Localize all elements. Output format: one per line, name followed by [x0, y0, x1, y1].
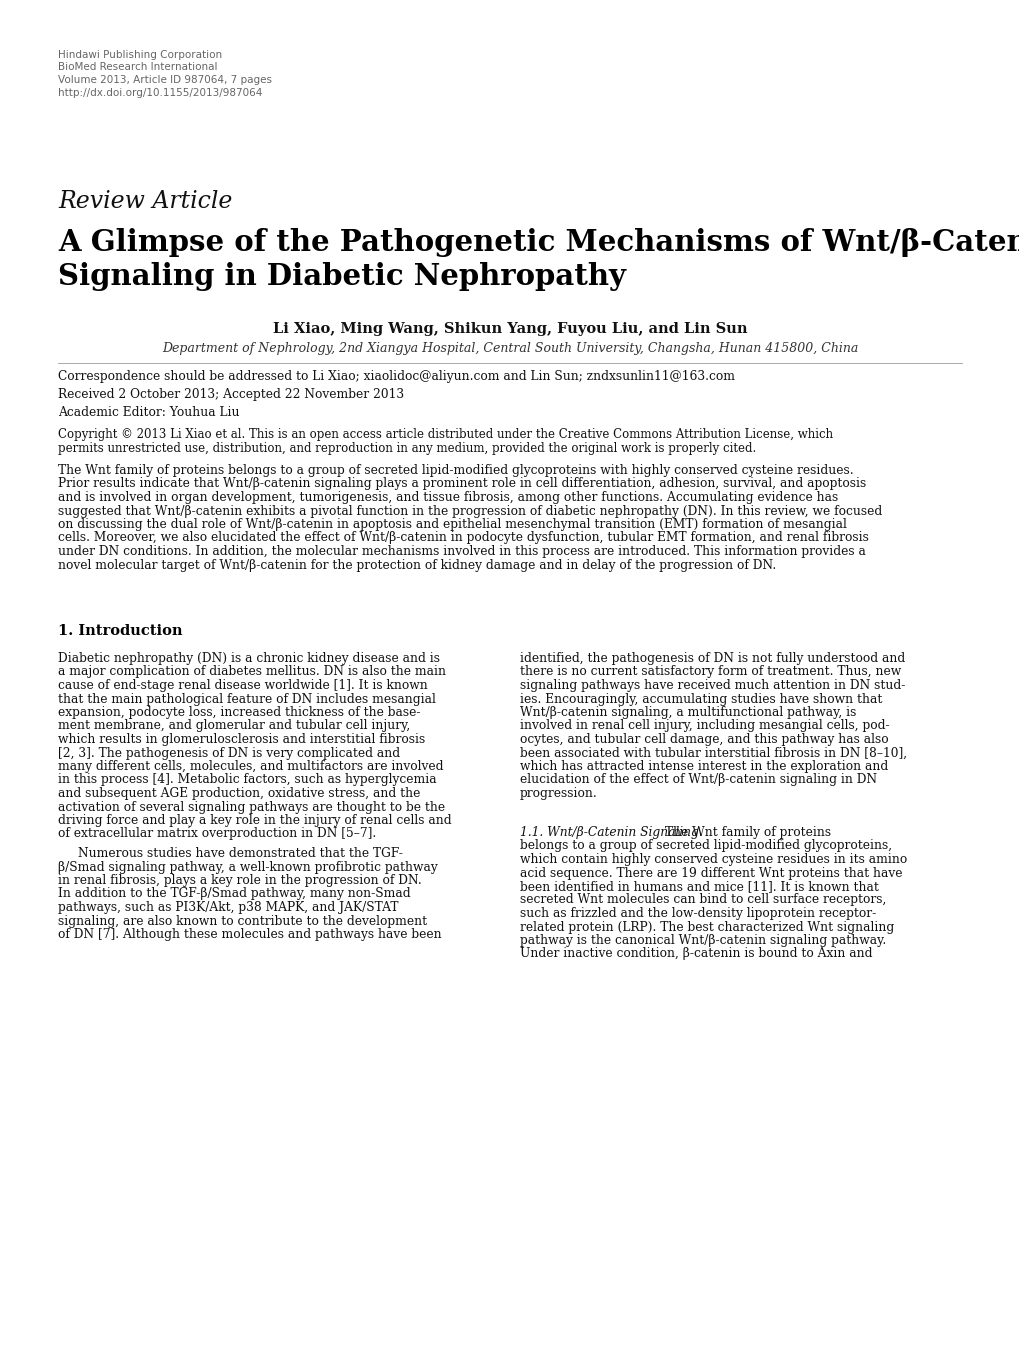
Text: 1.1. Wnt/β-Catenin Signaling.: 1.1. Wnt/β-Catenin Signaling. — [520, 826, 702, 839]
Text: that the main pathological feature of DN includes mesangial: that the main pathological feature of DN… — [58, 692, 435, 705]
Text: Review Article: Review Article — [58, 190, 232, 213]
Text: under DN conditions. In addition, the molecular mechanisms involved in this proc: under DN conditions. In addition, the mo… — [58, 545, 865, 559]
Text: been associated with tubular interstitial fibrosis in DN [8–10],: been associated with tubular interstitia… — [520, 747, 906, 759]
Text: 1. Introduction: 1. Introduction — [58, 625, 182, 638]
Text: signaling pathways have received much attention in DN stud-: signaling pathways have received much at… — [520, 678, 905, 692]
Text: ies. Encouragingly, accumulating studies have shown that: ies. Encouragingly, accumulating studies… — [520, 692, 881, 705]
Text: Copyright © 2013 Li Xiao et al. This is an open access article distributed under: Copyright © 2013 Li Xiao et al. This is … — [58, 428, 833, 441]
Text: Signaling in Diabetic Nephropathy: Signaling in Diabetic Nephropathy — [58, 262, 626, 291]
Text: Under inactive condition, β-catenin is bound to Axin and: Under inactive condition, β-catenin is b… — [520, 948, 871, 961]
Text: expansion, podocyte loss, increased thickness of the base-: expansion, podocyte loss, increased thic… — [58, 707, 420, 719]
Text: β/Smad signaling pathway, a well-known profibrotic pathway: β/Smad signaling pathway, a well-known p… — [58, 860, 437, 874]
Text: signaling, are also known to contribute to the development: signaling, are also known to contribute … — [58, 914, 427, 927]
Text: activation of several signaling pathways are thought to be the: activation of several signaling pathways… — [58, 801, 444, 813]
Text: been identified in humans and mice [11]. It is known that: been identified in humans and mice [11].… — [520, 880, 878, 892]
Text: which has attracted intense interest in the exploration and: which has attracted intense interest in … — [520, 760, 888, 773]
Text: Numerous studies have demonstrated that the TGF-: Numerous studies have demonstrated that … — [77, 847, 403, 860]
Text: pathways, such as PI3K/Akt, p38 MAPK, and JAK/STAT: pathways, such as PI3K/Akt, p38 MAPK, an… — [58, 900, 398, 914]
Text: http://dx.doi.org/10.1155/2013/987064: http://dx.doi.org/10.1155/2013/987064 — [58, 87, 262, 97]
Text: in this process [4]. Metabolic factors, such as hyperglycemia: in this process [4]. Metabolic factors, … — [58, 774, 436, 786]
Text: A Glimpse of the Pathogenetic Mechanisms of Wnt/β-Catenin: A Glimpse of the Pathogenetic Mechanisms… — [58, 227, 1019, 257]
Text: which results in glomerulosclerosis and interstitial fibrosis: which results in glomerulosclerosis and … — [58, 734, 425, 746]
Text: identified, the pathogenesis of DN is not fully understood and: identified, the pathogenesis of DN is no… — [520, 651, 905, 665]
Text: many different cells, molecules, and multifactors are involved: many different cells, molecules, and mul… — [58, 760, 443, 773]
Text: involved in renal cell injury, including mesangial cells, pod-: involved in renal cell injury, including… — [520, 720, 889, 732]
Text: Prior results indicate that Wnt/β-catenin signaling plays a prominent role in ce: Prior results indicate that Wnt/β-cateni… — [58, 478, 865, 490]
Text: Diabetic nephropathy (DN) is a chronic kidney disease and is: Diabetic nephropathy (DN) is a chronic k… — [58, 651, 439, 665]
Text: Academic Editor: Youhua Liu: Academic Editor: Youhua Liu — [58, 406, 239, 419]
Text: a major complication of diabetes mellitus. DN is also the main: a major complication of diabetes mellitu… — [58, 665, 445, 678]
Text: pathway is the canonical Wnt/β-catenin signaling pathway.: pathway is the canonical Wnt/β-catenin s… — [520, 934, 886, 948]
Text: such as frizzled and the low-density lipoprotein receptor-: such as frizzled and the low-density lip… — [520, 907, 875, 921]
Text: and subsequent AGE production, oxidative stress, and the: and subsequent AGE production, oxidative… — [58, 787, 420, 800]
Text: of DN [7]. Although these molecules and pathways have been: of DN [7]. Although these molecules and … — [58, 927, 441, 941]
Text: Wnt/β-catenin signaling, a multifunctional pathway, is: Wnt/β-catenin signaling, a multifunction… — [520, 707, 856, 719]
Text: of extracellular matrix overproduction in DN [5–7].: of extracellular matrix overproduction i… — [58, 828, 376, 840]
Text: Li Xiao, Ming Wang, Shikun Yang, Fuyou Liu, and Lin Sun: Li Xiao, Ming Wang, Shikun Yang, Fuyou L… — [272, 322, 747, 336]
Text: cause of end-stage renal disease worldwide [1]. It is known: cause of end-stage renal disease worldwi… — [58, 678, 427, 692]
Text: on discussing the dual role of Wnt/β-catenin in apoptosis and epithelial mesench: on discussing the dual role of Wnt/β-cat… — [58, 518, 846, 532]
Text: secreted Wnt molecules can bind to cell surface receptors,: secreted Wnt molecules can bind to cell … — [520, 894, 886, 906]
Text: driving force and play a key role in the injury of renal cells and: driving force and play a key role in the… — [58, 814, 451, 826]
Text: Hindawi Publishing Corporation: Hindawi Publishing Corporation — [58, 50, 222, 61]
Text: ocytes, and tubular cell damage, and this pathway has also: ocytes, and tubular cell damage, and thi… — [520, 734, 888, 746]
Text: suggested that Wnt/β-catenin exhibits a pivotal function in the progression of d: suggested that Wnt/β-catenin exhibits a … — [58, 505, 881, 517]
Text: acid sequence. There are 19 different Wnt proteins that have: acid sequence. There are 19 different Wn… — [520, 867, 902, 879]
Text: belongs to a group of secreted lipid-modified glycoproteins,: belongs to a group of secreted lipid-mod… — [520, 840, 892, 852]
Text: novel molecular target of Wnt/β-catenin for the protection of kidney damage and : novel molecular target of Wnt/β-catenin … — [58, 559, 775, 572]
Text: permits unrestricted use, distribution, and reproduction in any medium, provided: permits unrestricted use, distribution, … — [58, 441, 755, 455]
Text: progression.: progression. — [520, 787, 597, 800]
Text: there is no current satisfactory form of treatment. Thus, new: there is no current satisfactory form of… — [520, 665, 901, 678]
Text: Department of Nephrology, 2nd Xiangya Hospital, Central South University, Changs: Department of Nephrology, 2nd Xiangya Ho… — [162, 342, 857, 355]
Text: Correspondence should be addressed to Li Xiao; xiaolidoc@aliyun.com and Lin Sun;: Correspondence should be addressed to Li… — [58, 370, 735, 384]
Text: Volume 2013, Article ID 987064, 7 pages: Volume 2013, Article ID 987064, 7 pages — [58, 75, 272, 85]
Text: BioMed Research International: BioMed Research International — [58, 62, 217, 73]
Text: The Wnt family of proteins: The Wnt family of proteins — [660, 826, 829, 839]
Text: and is involved in organ development, tumorigenesis, and tissue fibrosis, among : and is involved in organ development, tu… — [58, 491, 838, 503]
Text: The Wnt family of proteins belongs to a group of secreted lipid-modified glycopr: The Wnt family of proteins belongs to a … — [58, 464, 853, 476]
Text: Received 2 October 2013; Accepted 22 November 2013: Received 2 October 2013; Accepted 22 Nov… — [58, 388, 404, 401]
Text: cells. Moreover, we also elucidated the effect of Wnt/β-catenin in podocyte dysf: cells. Moreover, we also elucidated the … — [58, 532, 868, 545]
Text: in renal fibrosis, plays a key role in the progression of DN.: in renal fibrosis, plays a key role in t… — [58, 874, 421, 887]
Text: [2, 3]. The pathogenesis of DN is very complicated and: [2, 3]. The pathogenesis of DN is very c… — [58, 747, 399, 759]
Text: ment membrane, and glomerular and tubular cell injury,: ment membrane, and glomerular and tubula… — [58, 720, 410, 732]
Text: In addition to the TGF-β/Smad pathway, many non-Smad: In addition to the TGF-β/Smad pathway, m… — [58, 887, 411, 900]
Text: related protein (LRP). The best characterized Wnt signaling: related protein (LRP). The best characte… — [520, 921, 894, 934]
Text: which contain highly conserved cysteine residues in its amino: which contain highly conserved cysteine … — [520, 853, 906, 865]
Text: elucidation of the effect of Wnt/β-catenin signaling in DN: elucidation of the effect of Wnt/β-caten… — [520, 774, 876, 786]
